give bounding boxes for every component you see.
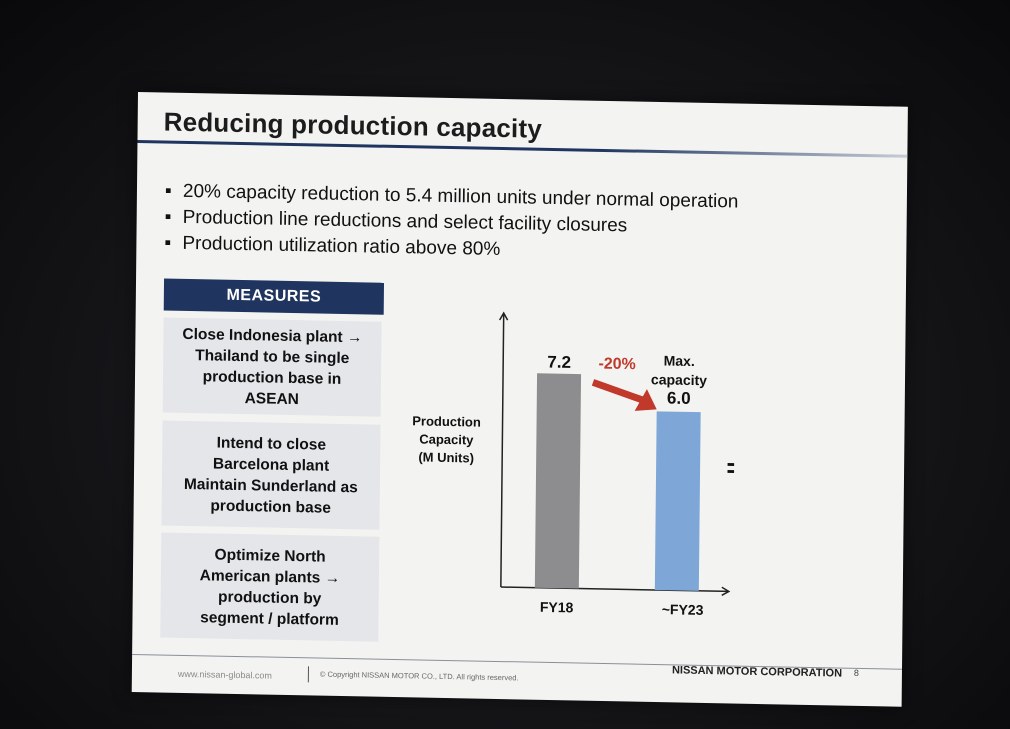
page-number: 8 (853, 667, 860, 678)
footer-separator (307, 666, 309, 683)
measure-text: Intend to close Barcelona plant Maintain… (183, 434, 358, 517)
bar-1 (534, 373, 582, 589)
bar-2 (654, 411, 701, 591)
measure-box: Close Indonesia plant → Thailand to be s… (162, 317, 382, 417)
y-axis (500, 313, 505, 588)
decrease-arrow-shaft (591, 379, 644, 404)
bullet-text: Production utilization ratio above 80% (182, 232, 501, 260)
data-label: 7.2 (547, 352, 571, 371)
footer-url: www.nissan-global.com (177, 668, 272, 681)
change-annotation: -20% (598, 355, 636, 373)
x-axis-arrowhead (721, 586, 731, 596)
measure-box: Intend to close Barcelona plant Maintain… (161, 420, 381, 530)
x-tick-label: FY18 (540, 599, 574, 616)
bullet-list: ▪ 20% capacity reduction to 5.4 million u… (164, 179, 738, 268)
measures-heading: MEASURES (163, 278, 385, 315)
presentation-slide: Reducing production capacity ▪ 20% capaci… (131, 92, 908, 707)
y-axis-arrowhead (498, 311, 509, 321)
capacity-bar-chart: ProductionCapacity(M Units) 7.2 Max.capaci… (412, 311, 736, 618)
data-label: Max.capacity6.0 (651, 352, 708, 408)
y-axis-label: ProductionCapacity(M Units) (412, 413, 481, 465)
measure-text: Optimize North American plants → product… (199, 546, 341, 629)
decrease-arrow-head (634, 389, 657, 411)
measure-box: Optimize North American plants → product… (160, 532, 380, 642)
measure-text: Close Indonesia plant → Thailand to be s… (182, 325, 363, 408)
x-tick-label: ~FY23 (662, 601, 704, 618)
footer-company: NISSAN MOTOR CORPORATION (671, 664, 843, 680)
slide-title: Reducing production capacity (163, 106, 543, 144)
equals-sign: = (726, 453, 735, 483)
footer-copyright: © Copyright NISSAN MOTOR CO., LTD. All r… (319, 669, 519, 683)
